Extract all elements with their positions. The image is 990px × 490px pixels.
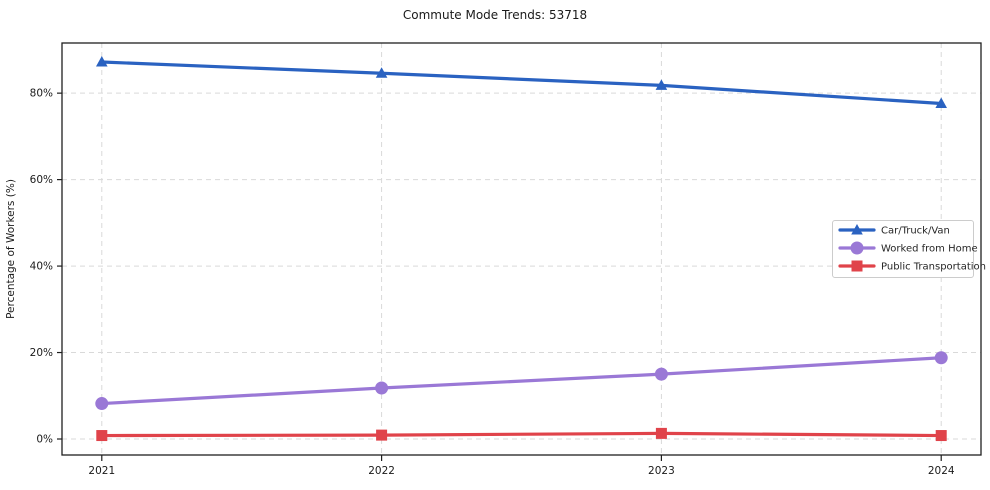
- legend-item-car-truck-van: Car/Truck/Van: [838, 224, 950, 237]
- legend-item-public-transportation: Public Transportation: [838, 260, 986, 273]
- y-tick-label: 40%: [30, 261, 53, 273]
- y-axis-label: Percentage of Workers (%): [5, 179, 17, 319]
- legend-label-car-truck-van: Car/Truck/Van: [881, 226, 950, 237]
- x-tick-label: 2022: [368, 465, 395, 477]
- x-tick-label: 2023: [648, 465, 675, 477]
- legend-marker-public-transportation: [851, 260, 863, 272]
- legend-marker-car-truck-van: [851, 224, 863, 235]
- marker-car-truck-van-2021: [95, 56, 108, 67]
- y-tick-label: 20%: [30, 347, 53, 359]
- plot-border: [61, 42, 982, 456]
- marker-car-truck-van-2022: [375, 67, 388, 78]
- y-tick-label: 80%: [30, 88, 53, 100]
- marker-worked-from-home-2024: [934, 351, 948, 365]
- legend-box: [832, 220, 974, 278]
- legend: Car/Truck/Van Worked from Home Public Tran…: [832, 220, 986, 278]
- y-tick-label: 0%: [36, 434, 53, 446]
- series-line-public-transportation: [100, 431, 943, 438]
- marker-car-truck-van-2023: [655, 79, 668, 90]
- marker-car-truck-van-2024: [935, 97, 948, 109]
- chart-title: Commute Mode Trends: 53718: [402, 8, 588, 22]
- marker-public-transportation-2021: [96, 430, 108, 442]
- x-tick-label: 2021: [88, 465, 115, 477]
- marker-public-transportation-2024: [935, 430, 947, 442]
- series-line-car-truck-van: [100, 60, 943, 106]
- marker-worked-from-home-2022: [375, 381, 389, 395]
- legend-marker-worked-from-home: [850, 241, 864, 255]
- legend-label-public-transportation: Public Transportation: [881, 262, 986, 273]
- legend-label-worked-from-home: Worked from Home: [881, 244, 978, 255]
- marker-public-transportation-2022: [376, 429, 388, 441]
- marker-public-transportation-2023: [655, 427, 667, 439]
- marker-worked-from-home-2023: [654, 367, 668, 381]
- y-tick-label: 60%: [30, 174, 53, 186]
- legend-item-worked-from-home: Worked from Home: [838, 241, 978, 255]
- series-line-worked-from-home: [100, 356, 943, 406]
- marker-worked-from-home-2021: [95, 397, 109, 411]
- x-tick-label: 2024: [928, 465, 955, 477]
